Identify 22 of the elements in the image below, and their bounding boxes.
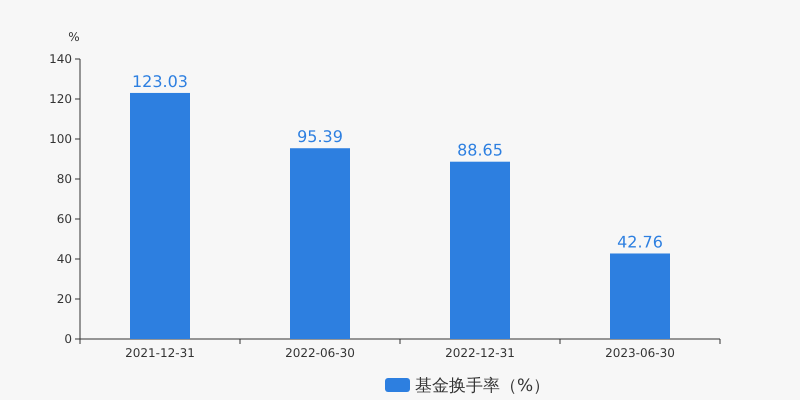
y-tick-label: 140 bbox=[49, 52, 72, 66]
x-tick-label: 2023-06-30 bbox=[605, 346, 675, 360]
y-axis-title: % bbox=[68, 30, 80, 44]
data-label: 123.03 bbox=[132, 72, 188, 91]
y-tick-label: 80 bbox=[56, 172, 72, 186]
x-tick-label: 2022-12-31 bbox=[445, 346, 515, 360]
bar bbox=[290, 148, 350, 339]
y-tick-label: 40 bbox=[56, 252, 72, 266]
y-tick-label: 60 bbox=[56, 212, 72, 226]
bar bbox=[450, 162, 510, 339]
bar bbox=[130, 92, 190, 339]
legend-label: 基金换手率（%） bbox=[415, 376, 550, 396]
y-tick-label: 0 bbox=[64, 332, 72, 346]
y-tick-label: 20 bbox=[56, 292, 72, 306]
data-label: 95.39 bbox=[297, 127, 343, 146]
data-label: 42.76 bbox=[617, 232, 663, 252]
y-tick-label: 120 bbox=[49, 92, 72, 106]
y-tick-label: 100 bbox=[49, 132, 72, 146]
x-tick-label: 2022-06-30 bbox=[285, 346, 355, 360]
bar bbox=[610, 253, 670, 339]
x-tick-label: 2021-12-31 bbox=[125, 346, 195, 360]
data-label: 88.65 bbox=[457, 140, 503, 160]
